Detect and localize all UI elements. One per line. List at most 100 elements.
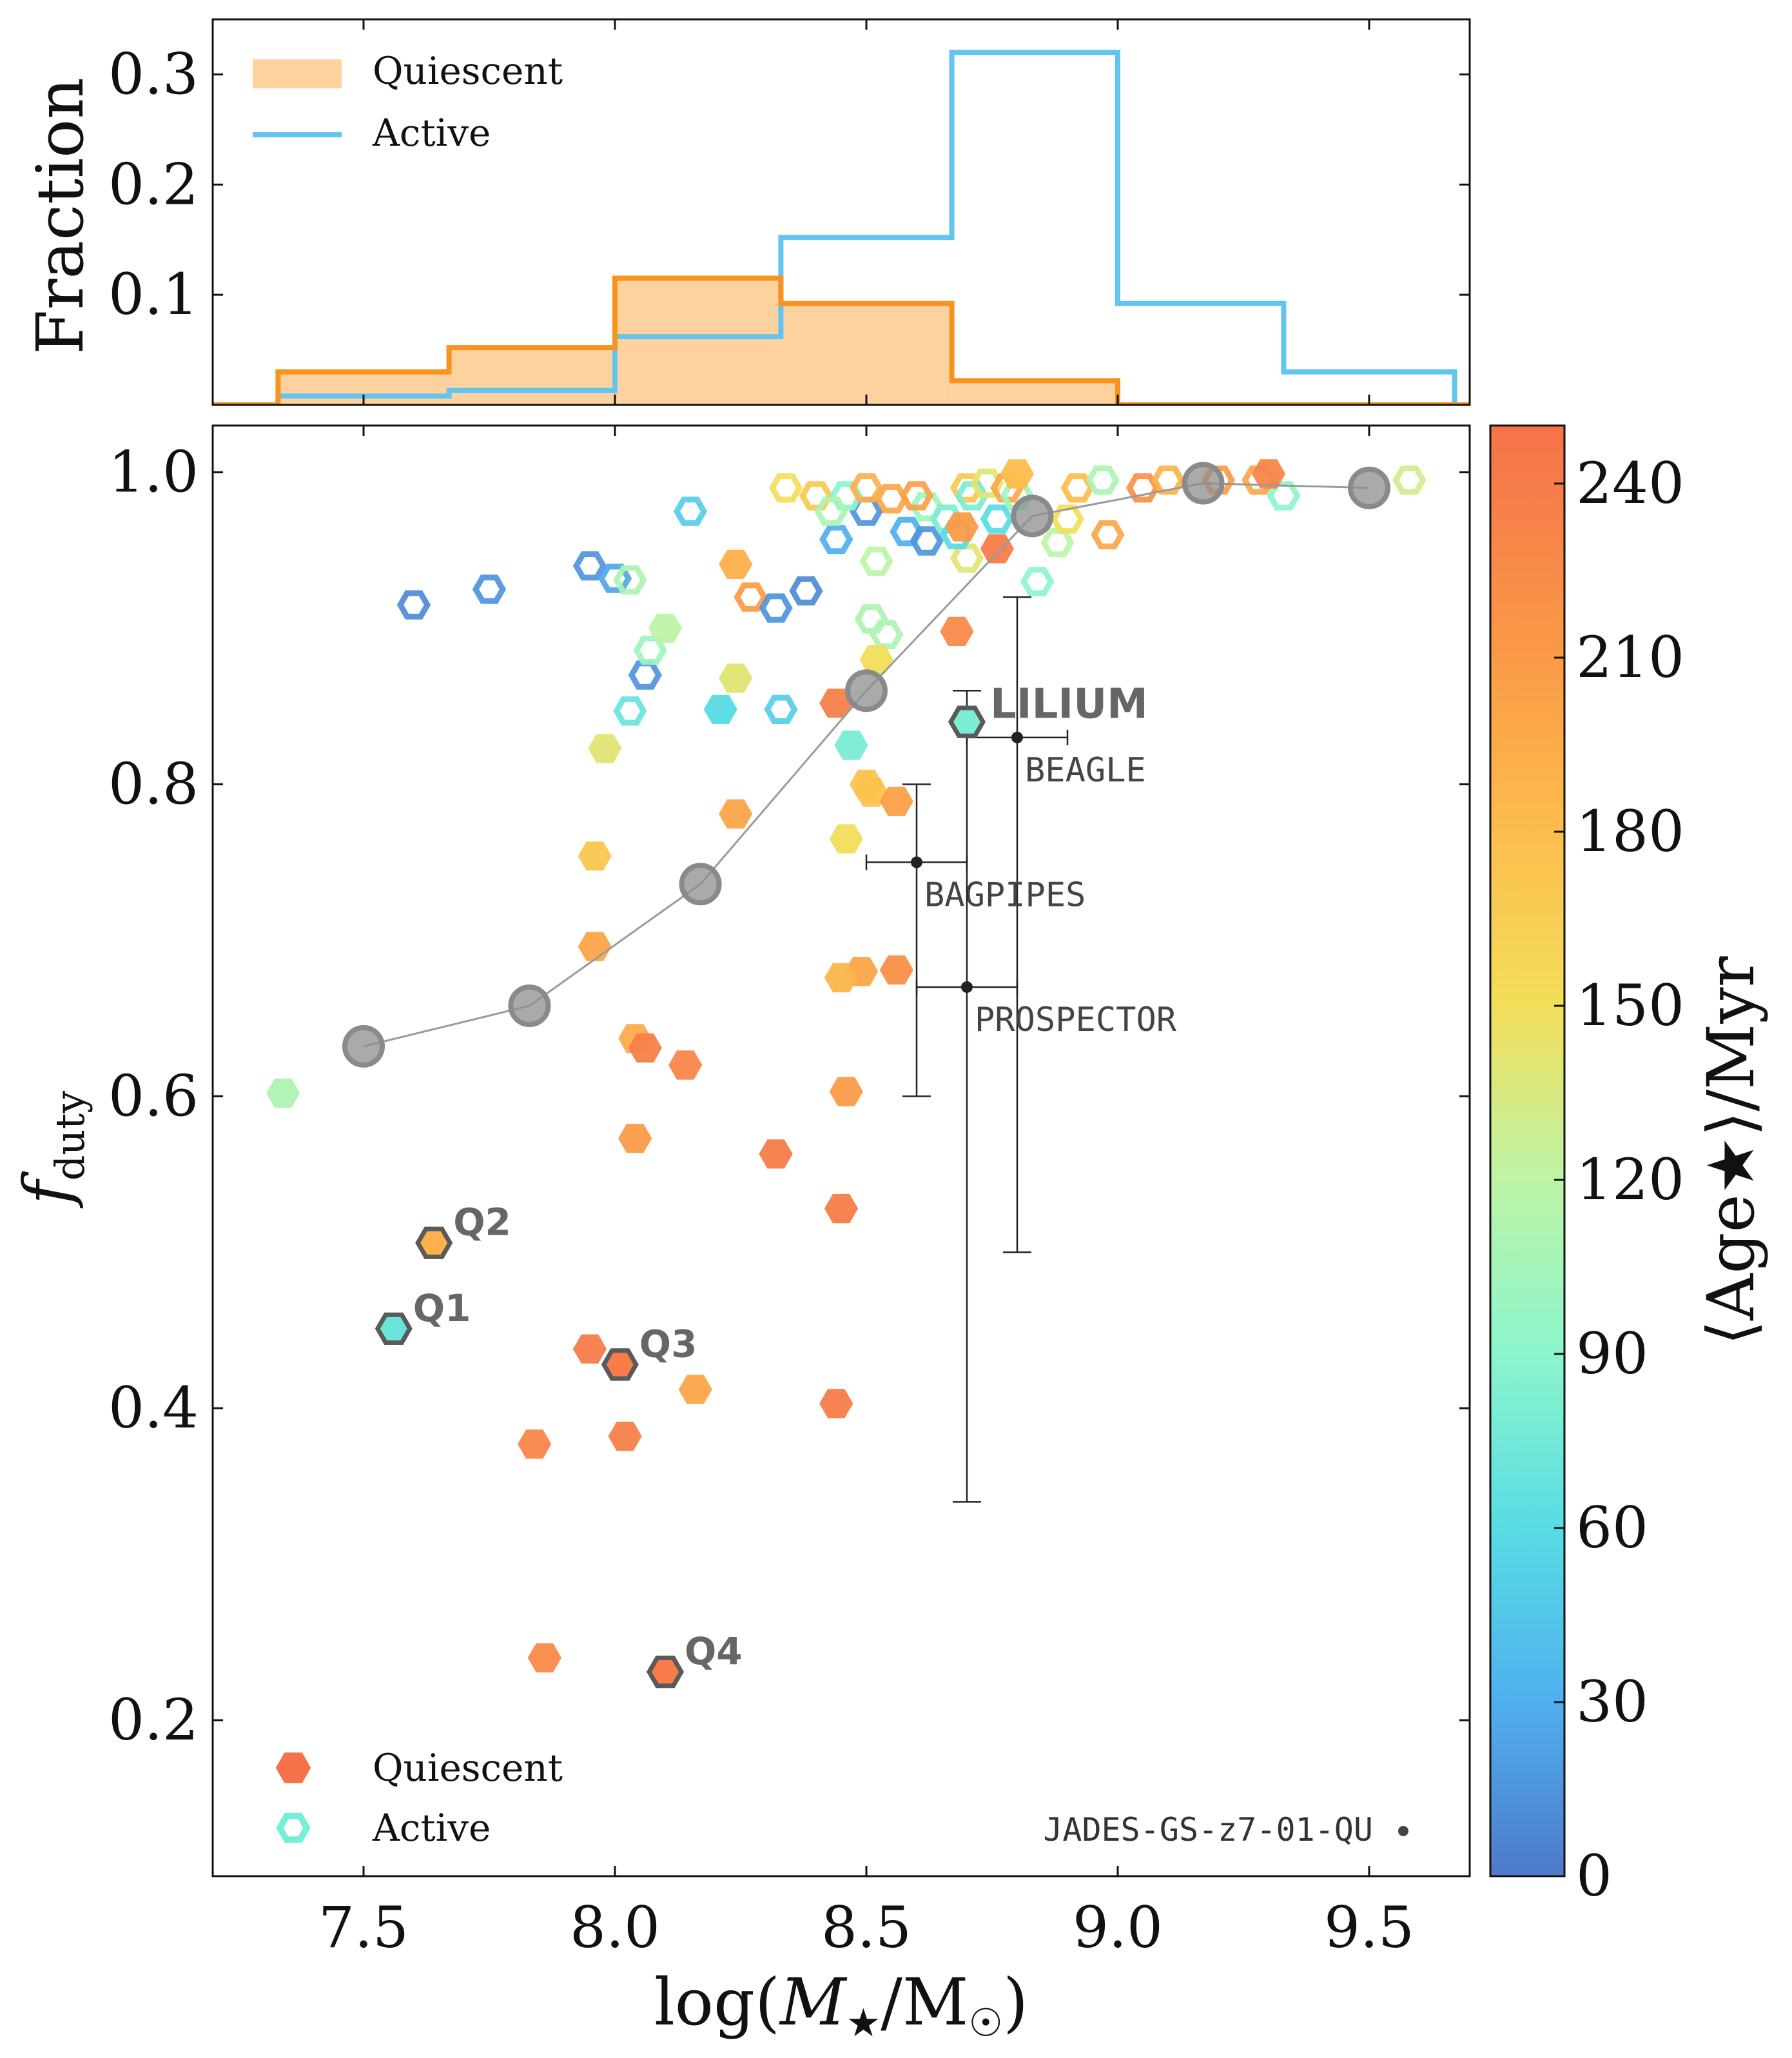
active-point: [950, 473, 984, 503]
colorbar-tick-label: 240: [1576, 450, 1684, 516]
quiescent-point: [527, 1643, 561, 1672]
histogram-step-active: [213, 50, 1457, 405]
quiescent-point: [648, 613, 683, 643]
active-point: [854, 604, 888, 634]
quiescent-point: [834, 730, 868, 760]
colorbar-tick-label: 60: [1576, 1494, 1648, 1561]
active-point: [950, 544, 984, 573]
active-point: [799, 481, 833, 511]
scatter-frame: [211, 424, 1471, 1877]
histogram-bars: [213, 50, 1470, 405]
quiescent-point: [719, 549, 753, 579]
colorbar-tick-label: 0: [1576, 1843, 1612, 1909]
active-point: [870, 620, 904, 649]
scatter-xtick-label: 7.5: [318, 1894, 409, 1961]
scatter-ytick-labels: 0.2 0.4 0.6 0.8 1.0: [108, 439, 199, 1753]
histogram-ytick-labels: 0.1 0.2 0.3: [108, 41, 199, 328]
labeled-point-q3: [601, 1348, 639, 1381]
scatter-ytick-label: 0.6: [108, 1063, 199, 1129]
histogram-ylabel: Fraction: [23, 77, 98, 355]
quiescent-point: [854, 777, 888, 807]
quiescent-point: [518, 1429, 552, 1459]
running-median-point: [342, 1024, 385, 1068]
labeled-point-q4: [646, 1655, 685, 1689]
quiescent-point: [578, 932, 612, 961]
errorbar-bagpipes: BAGPIPES: [865, 783, 1086, 1097]
scatter-legend: Quiescent Active: [275, 1746, 563, 1850]
labeled-point-text-lilium: LILIUM: [990, 681, 1148, 729]
colorbar-tick-label: 90: [1576, 1320, 1648, 1387]
errorbar-label: BAGPIPES: [924, 876, 1086, 914]
active-point: [1020, 567, 1055, 596]
colorbar-label: ⟨Age★⟩/Myr: [1693, 956, 1769, 1346]
scatter-panel: BEAGLE BAGPIPES PROSPECTOR Q1 Q2 Q3 Q4 LILIUM 7…: [10, 424, 1471, 2046]
labeled-point-text-q3: Q3: [639, 1322, 697, 1366]
colorbar-tick-label: 150: [1576, 972, 1684, 1039]
labeled-point-text-q2: Q2: [453, 1200, 511, 1244]
colorbar: 0 30 60 90 120 150 180 210 240 ⟨Age★⟩/Myr: [1489, 424, 1769, 1909]
scatter-xtick-label: 8.0: [570, 1894, 660, 1961]
active-point: [819, 524, 853, 554]
scatter-ticks: [213, 426, 1470, 1876]
scatter-xtick-label: 9.0: [1073, 1894, 1163, 1961]
quiescent-point: [824, 1193, 859, 1224]
active-point: [472, 574, 507, 604]
quiescent-point: [618, 1124, 652, 1153]
scatter-ylabel: fduty: [10, 1091, 93, 1210]
labeled-point-lilium: [948, 705, 986, 738]
active-point: [673, 496, 708, 526]
active-point: [769, 473, 803, 503]
active-point: [1040, 527, 1075, 558]
active-point: [1086, 466, 1120, 495]
labeled-point-text-q4: Q4: [685, 1629, 743, 1673]
errorbar-center: [911, 856, 922, 868]
legend-label-active: Active: [372, 111, 491, 155]
scatter-ytick-label: 0.8: [108, 750, 199, 817]
errorbar-center: [961, 981, 973, 993]
active-point: [1091, 520, 1125, 549]
quiescent-point: [859, 645, 893, 674]
quiescent-point: [829, 1077, 863, 1106]
quiescent-point: [572, 1334, 607, 1364]
running-median-point: [679, 863, 722, 906]
active-point: [899, 481, 934, 511]
active-point: [764, 694, 798, 724]
active-point: [613, 696, 647, 726]
histogram-ytick-label: 0.2: [108, 151, 199, 217]
colorbar-tick-label: 180: [1576, 798, 1684, 865]
active-point: [1151, 466, 1185, 495]
active-point: [613, 565, 647, 595]
legend-label-active-main: Active: [372, 1806, 491, 1850]
source-label: JADES-GS-z7-01-QU: [1043, 1811, 1373, 1848]
histogram-bar-quiescent: [449, 348, 615, 405]
histogram-frame: [211, 18, 1471, 406]
active-point: [759, 593, 793, 623]
quiescent-point: [703, 694, 737, 724]
active-point: [1267, 481, 1301, 511]
legend-label-quiescent: Quiescent: [373, 49, 563, 93]
running-median-point: [1011, 495, 1054, 538]
histogram-step-quiescent: [213, 275, 1470, 405]
active-point: [734, 582, 768, 612]
errorbar-beagle: BEAGLE: [966, 596, 1146, 1253]
legend-marker-quiescent: [275, 1752, 311, 1783]
quiescent-point: [1000, 459, 1035, 489]
active-point: [1060, 473, 1095, 503]
histogram-ytick-label: 0.3: [108, 41, 199, 107]
source-label-dot: [1398, 1826, 1408, 1836]
quiescent-point: [980, 534, 1014, 564]
histogram-bar-quiescent: [781, 303, 952, 405]
histogram-ytick-label: 0.1: [108, 261, 199, 328]
scatter-plot-area: BEAGLE BAGPIPES PROSPECTOR Q1 Q2 Q3 Q4 LILIUM: [266, 459, 1427, 1689]
errorbar-label: BEAGLE: [1025, 751, 1146, 790]
legend-swatch-quiescent: [253, 59, 342, 88]
quiescent-point: [824, 963, 859, 993]
errorbar-prospector: PROSPECTOR: [915, 690, 1177, 1503]
histogram-bar-quiescent: [615, 278, 781, 405]
running-median-point: [1348, 466, 1390, 509]
scatter-ytick-label: 0.4: [108, 1375, 199, 1441]
scatter-xtick-labels: 7.5 8.0 8.5 9.0 9.5: [318, 1894, 1414, 1961]
labeled-point-text-q1: Q1: [413, 1286, 471, 1330]
active-point: [396, 590, 431, 620]
